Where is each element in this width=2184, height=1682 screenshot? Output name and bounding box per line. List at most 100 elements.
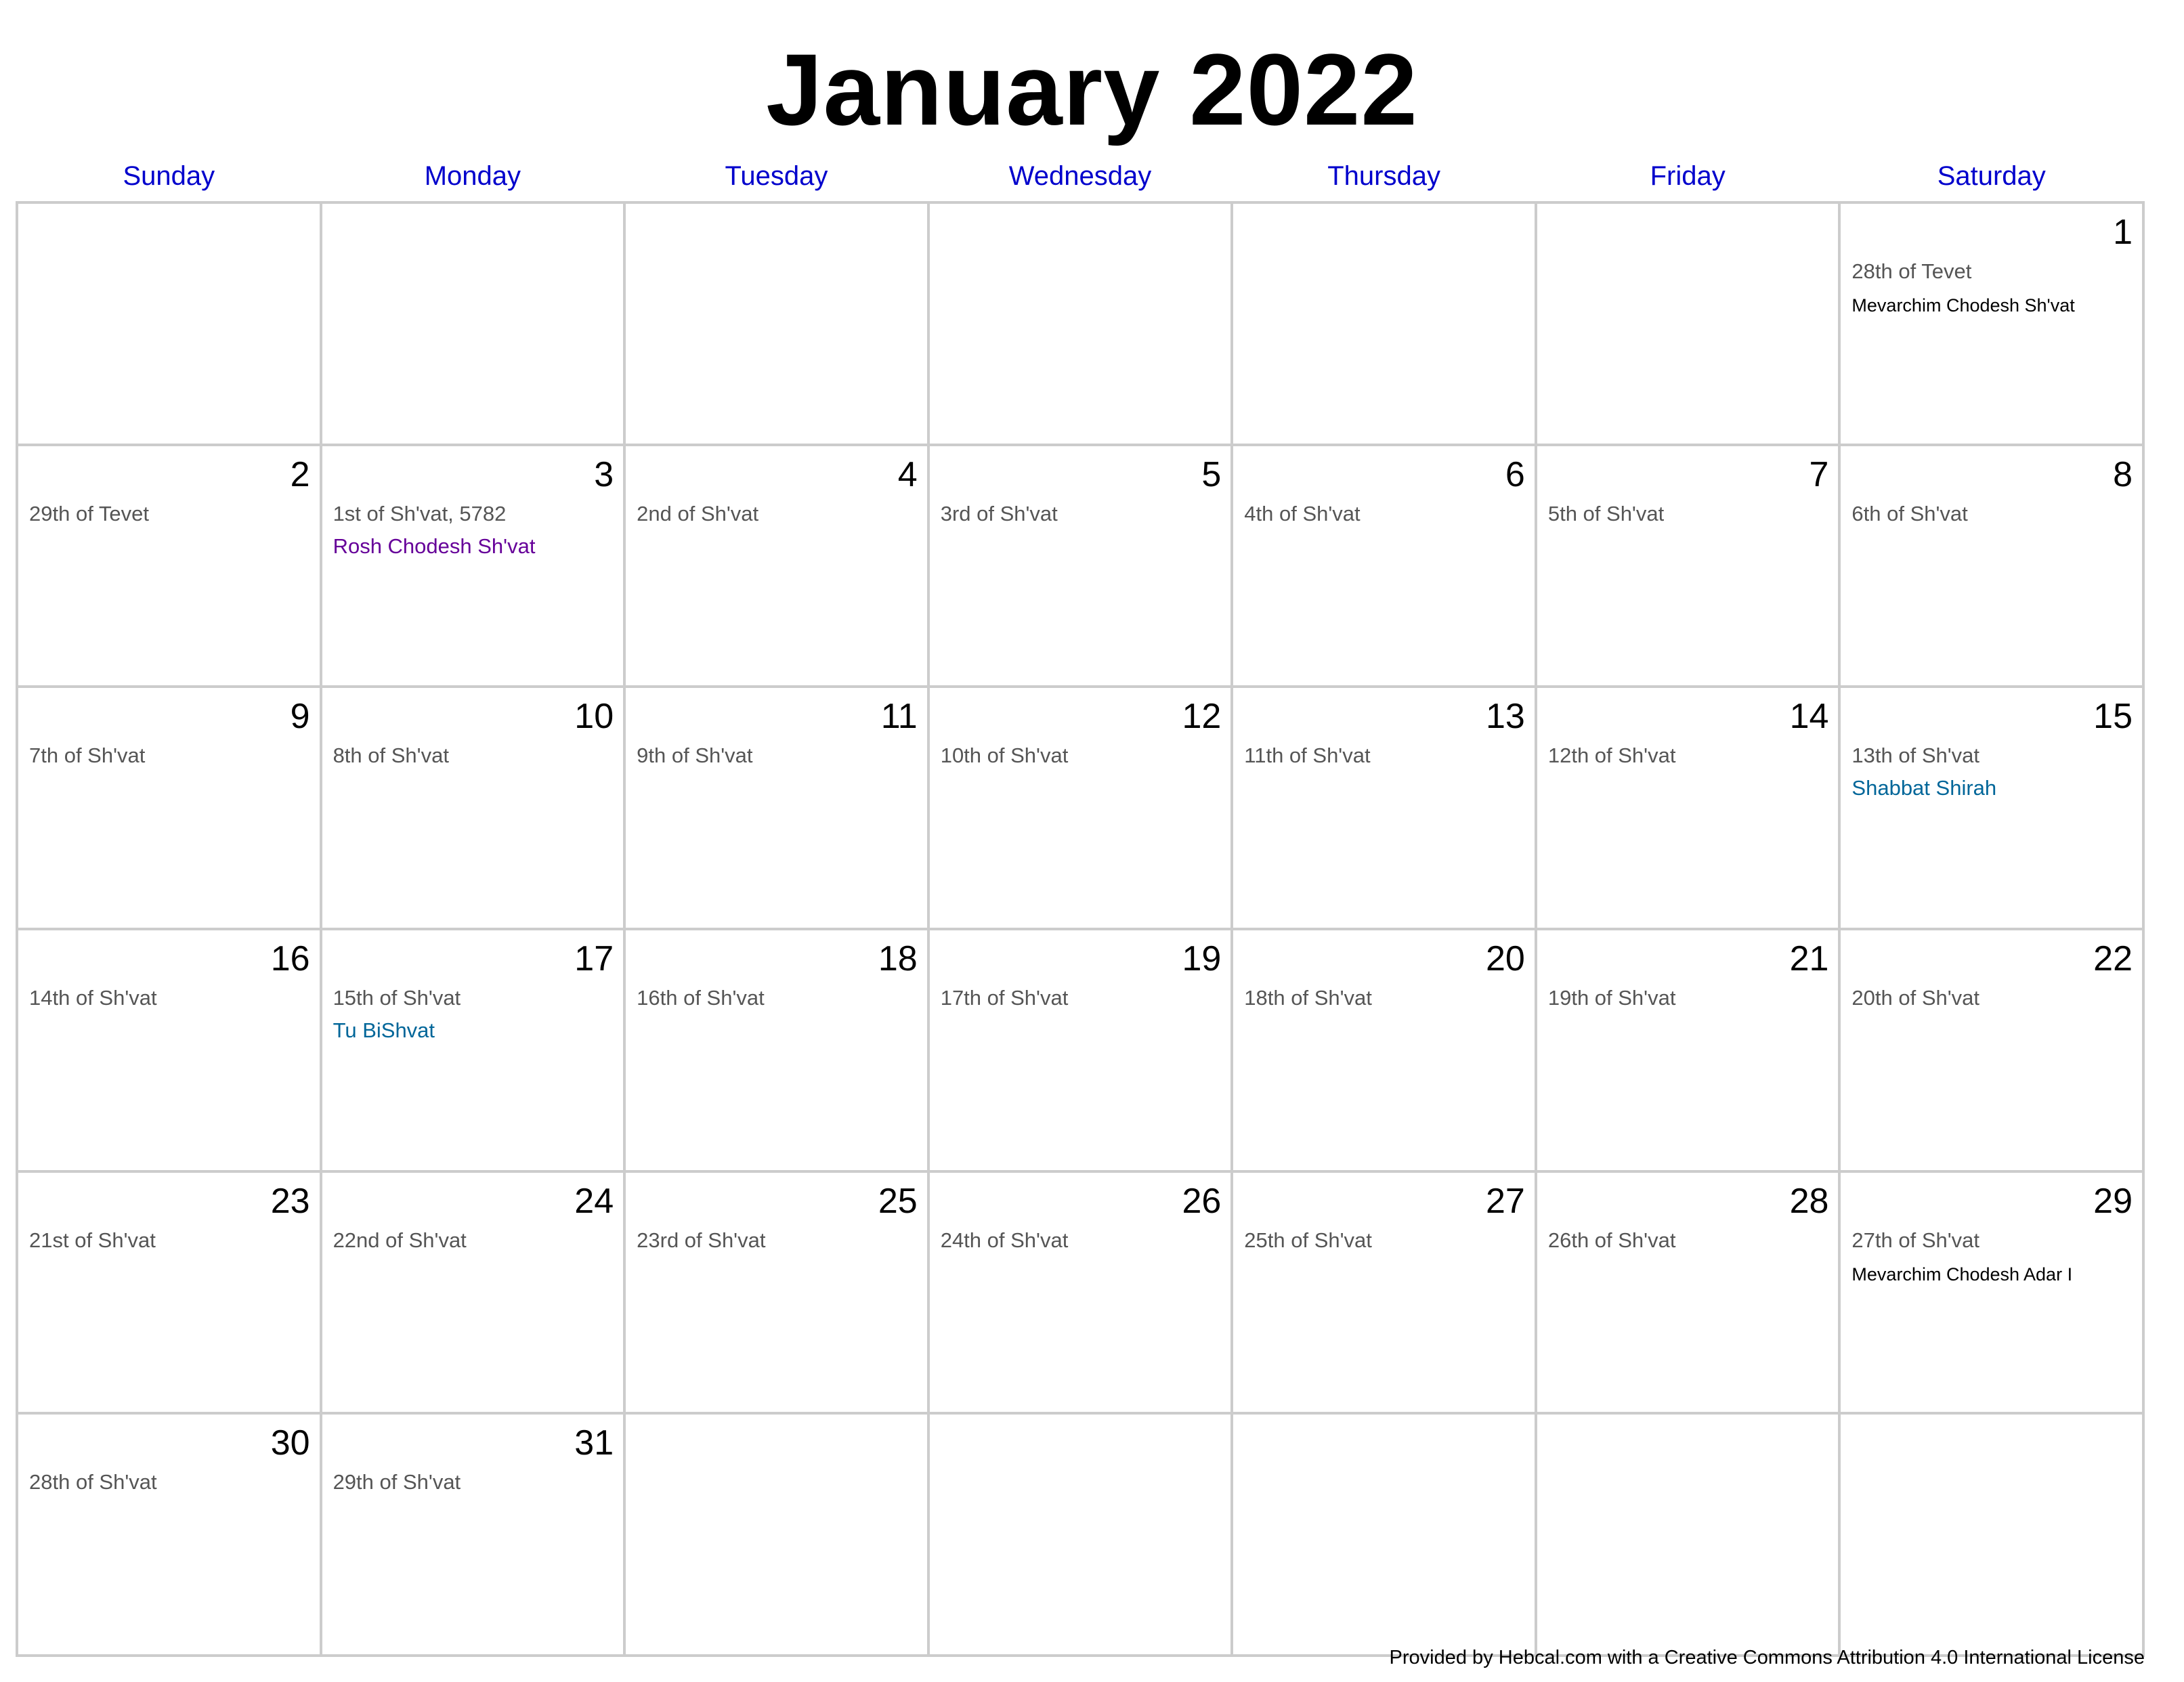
hebrew-date: 17th of Sh'vat	[940, 985, 1069, 1010]
day-cell-19: 19 17th of Sh'vat	[929, 930, 1234, 1173]
event-label: Mevarchim Chodesh Sh'vat	[1851, 295, 2075, 316]
day-cell-29: 29 27th of Sh'vat Mevarchim Chodesh Adar I	[1841, 1172, 2145, 1415]
event-label: Mevarchim Chodesh Adar I	[1851, 1264, 2073, 1285]
day-number: 27	[1486, 1181, 1525, 1221]
day-number: 10	[574, 697, 614, 737]
empty-day-cell	[1841, 1415, 2145, 1657]
hebrew-date: 21st of Sh'vat	[29, 1228, 156, 1252]
day-cell-6: 6 4th of Sh'vat	[1233, 446, 1537, 689]
day-cell-20: 20 18th of Sh'vat	[1233, 930, 1537, 1173]
day-cell-11: 11 9th of Sh'vat	[626, 688, 930, 930]
hebrew-date: 12th of Sh'vat	[1547, 743, 1676, 768]
hebrew-date: 10th of Sh'vat	[940, 743, 1069, 768]
weekday-tuesday: Tuesday	[725, 161, 828, 191]
day-cell-16: 16 14th of Sh'vat	[18, 930, 322, 1173]
hebrew-date: 28th of Sh'vat	[29, 1470, 157, 1494]
event-label: Rosh Chodesh Sh'vat	[333, 534, 536, 558]
hebrew-date: 29th of Tevet	[29, 501, 149, 525]
empty-day-cell	[626, 204, 930, 446]
hebrew-date: 18th of Sh'vat	[1244, 985, 1372, 1010]
day-number: 14	[1789, 697, 1829, 737]
hebrew-date: 27th of Sh'vat	[1851, 1228, 1980, 1252]
empty-day-cell	[18, 204, 322, 446]
license-footer: Provided by Hebcal.com with a Creative C…	[1389, 1647, 2145, 1668]
day-number: 16	[270, 939, 310, 978]
day-number: 25	[878, 1181, 918, 1221]
day-cell-14: 14 12th of Sh'vat	[1537, 688, 1841, 930]
day-number: 23	[270, 1181, 310, 1221]
day-number: 3	[594, 454, 614, 494]
empty-day-cell	[929, 204, 1234, 446]
empty-day-cell	[1233, 1415, 1537, 1657]
day-number: 4	[897, 454, 918, 494]
hebrew-date: 1st of Sh'vat, 5782	[333, 501, 507, 525]
hebrew-date: 3rd of Sh'vat	[940, 501, 1058, 525]
day-number: 28	[1789, 1181, 1829, 1221]
hebrew-date: 23rd of Sh'vat	[637, 1228, 766, 1252]
day-number: 31	[574, 1423, 614, 1463]
day-cell-26: 26 24th of Sh'vat	[929, 1172, 1234, 1415]
hebrew-date: 19th of Sh'vat	[1547, 985, 1676, 1010]
day-number: 7	[1809, 454, 1829, 494]
day-number: 29	[2093, 1181, 2133, 1221]
day-cell-21: 21 19th of Sh'vat	[1537, 930, 1841, 1173]
day-cell-24: 24 22nd of Sh'vat	[322, 1172, 626, 1415]
hebrew-date: 13th of Sh'vat	[1851, 743, 1980, 768]
day-number: 11	[880, 697, 918, 737]
event-label: Shabbat Shirah	[1851, 776, 1997, 800]
hebrew-date: 24th of Sh'vat	[940, 1228, 1069, 1252]
weekday-friday: Friday	[1650, 161, 1726, 191]
day-cell-1: 1 28th of Tevet Mevarchim Chodesh Sh'vat	[1841, 204, 2145, 446]
day-number: 30	[270, 1423, 310, 1463]
day-number: 6	[1505, 454, 1525, 494]
hebrew-date: 6th of Sh'vat	[1851, 501, 1968, 525]
day-cell-22: 22 20th of Sh'vat	[1841, 930, 2145, 1173]
day-number: 21	[1789, 939, 1829, 978]
day-number: 18	[878, 939, 918, 978]
day-cell-7: 7 5th of Sh'vat	[1537, 446, 1841, 689]
day-number: 5	[1201, 454, 1222, 494]
day-cell-17: 17 15th of Sh'vat Tu BiShvat	[322, 930, 626, 1173]
day-cell-10: 10 8th of Sh'vat	[322, 688, 626, 930]
hebrew-date: 15th of Sh'vat	[333, 985, 461, 1010]
day-number: 20	[1486, 939, 1525, 978]
weekday-thursday: Thursday	[1327, 161, 1440, 191]
hebrew-date: 26th of Sh'vat	[1547, 1228, 1676, 1252]
weekday-wednesday: Wednesday	[1008, 161, 1152, 191]
day-cell-12: 12 10th of Sh'vat	[929, 688, 1234, 930]
empty-day-cell	[1233, 204, 1537, 446]
hebrew-date: 28th of Tevet	[1851, 259, 1972, 283]
calendar-grid: 1 28th of Tevet Mevarchim Chodesh Sh'vat 2 2…	[16, 201, 2145, 1657]
empty-day-cell	[1537, 204, 1841, 446]
day-cell-18: 18 16th of Sh'vat	[626, 930, 930, 1173]
day-cell-3: 3 1st of Sh'vat, 5782 Rosh Chodesh Sh'vat	[322, 446, 626, 689]
empty-day-cell	[322, 204, 626, 446]
day-cell-30: 30 28th of Sh'vat	[18, 1415, 322, 1657]
day-number: 15	[2093, 697, 2133, 737]
day-number: 8	[2113, 454, 2133, 494]
day-number: 1	[2113, 213, 2133, 252]
day-cell-5: 5 3rd of Sh'vat	[929, 446, 1234, 689]
day-cell-8: 8 6th of Sh'vat	[1841, 446, 2145, 689]
day-number: 22	[2093, 939, 2133, 978]
hebrew-date: 11th of Sh'vat	[1244, 743, 1371, 768]
day-cell-2: 2 29th of Tevet	[18, 446, 322, 689]
day-cell-4: 4 2nd of Sh'vat	[626, 446, 930, 689]
day-cell-28: 28 26th of Sh'vat	[1537, 1172, 1841, 1415]
hebrew-date: 5th of Sh'vat	[1547, 501, 1665, 525]
hebrew-date: 16th of Sh'vat	[637, 985, 765, 1010]
hebrew-date: 20th of Sh'vat	[1851, 985, 1980, 1010]
day-number: 2	[290, 454, 310, 494]
day-cell-13: 13 11th of Sh'vat	[1233, 688, 1537, 930]
weekday-saturday: Saturday	[1937, 161, 2046, 191]
empty-day-cell	[626, 1415, 930, 1657]
day-number: 12	[1182, 697, 1222, 737]
hebrew-date: 7th of Sh'vat	[29, 743, 146, 768]
weekday-header-row: Sunday Monday Tuesday Wednesday Thursday…	[17, 156, 2143, 196]
event-label: Tu BiShvat	[333, 1018, 435, 1042]
empty-day-cell	[929, 1415, 1234, 1657]
hebrew-date: 2nd of Sh'vat	[637, 501, 759, 525]
hebrew-date: 22nd of Sh'vat	[333, 1228, 467, 1252]
hebrew-date: 8th of Sh'vat	[333, 743, 449, 768]
day-number: 24	[574, 1181, 614, 1221]
